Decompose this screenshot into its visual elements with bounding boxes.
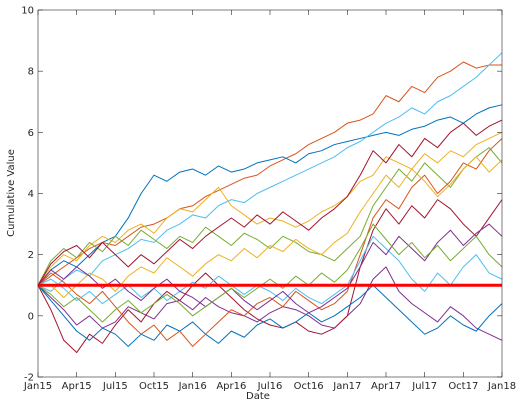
x-tick-label: Apr16 [216,381,246,392]
series-line [37,223,503,314]
series-line [37,266,503,341]
x-tick-label: Oct17 [448,381,478,392]
x-tick-label: Oct15 [139,381,169,392]
y-tick-label: 10 [21,6,34,17]
series-line [37,147,503,286]
series-line [37,61,502,286]
y-axis-label: Cumulative Value [6,149,17,237]
y-tick-label: -2 [24,373,34,384]
x-tick-label: Jan17 [332,381,361,392]
y-tick-label: 2 [28,250,34,261]
series-line [37,131,503,286]
series-line [38,156,503,298]
y-tick-label: 4 [28,189,34,200]
series-line [37,119,503,286]
x-tick-label: Jul17 [411,381,437,392]
x-tick-label: Jul15 [102,381,128,392]
x-tick-label: Jan16 [178,381,207,392]
x-tick-label: Jan18 [487,381,516,392]
series-line [37,223,503,323]
series-line [37,199,503,354]
series-line [37,138,503,347]
plot-frame [37,9,503,378]
series-line [37,235,503,305]
y-tick-label: 8 [28,67,34,78]
x-tick-label: Jan15 [23,381,52,392]
x-tick-label: Oct16 [294,381,324,392]
x-tick-label: Apr15 [62,381,92,392]
x-axis-label: Date [246,391,270,402]
series-line [37,284,503,347]
x-tick-label: Apr17 [371,381,401,392]
y-tick-label: 6 [28,128,34,139]
y-tick-label: 0 [28,311,34,322]
series-line [37,52,503,292]
x-tick-label: Jul16 [257,381,283,392]
